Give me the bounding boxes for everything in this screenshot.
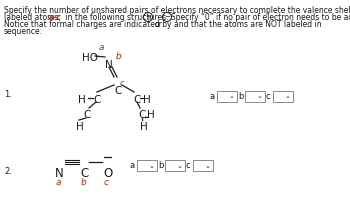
Text: N: N — [105, 60, 113, 70]
Text: c: c — [120, 79, 124, 88]
Text: b: b — [238, 92, 243, 101]
Text: a: a — [130, 161, 135, 170]
Text: C: C — [133, 95, 140, 105]
Text: labeled atoms,: labeled atoms, — [4, 13, 63, 22]
Text: C: C — [114, 86, 121, 96]
Text: or: or — [155, 20, 163, 29]
Bar — [193, 160, 213, 171]
Text: b: b — [81, 178, 87, 187]
Text: +: + — [145, 14, 151, 20]
Bar — [245, 91, 265, 102]
Text: H: H — [140, 122, 148, 132]
Text: sequence.: sequence. — [4, 27, 43, 36]
Text: a: a — [210, 92, 215, 101]
Text: in the following structures. Specify “0” if no pair of electron needs to be adde: in the following structures. Specify “0”… — [63, 13, 350, 22]
Bar — [273, 91, 293, 102]
Bar — [217, 91, 237, 102]
Text: c: c — [104, 178, 109, 187]
Text: Notice that formal charges are indicated by: Notice that formal charges are indicated… — [4, 20, 172, 29]
Text: ⌄: ⌄ — [177, 162, 183, 168]
Text: H: H — [76, 122, 84, 132]
Text: c: c — [186, 161, 191, 170]
Text: N: N — [55, 167, 64, 180]
Text: C: C — [138, 110, 145, 120]
Text: and that the atoms are NOT labeled in: and that the atoms are NOT labeled in — [174, 20, 322, 29]
Text: a: a — [99, 43, 105, 52]
Text: H: H — [143, 95, 151, 105]
Bar — [137, 160, 157, 171]
Text: C: C — [80, 167, 88, 180]
Text: b: b — [158, 161, 163, 170]
Text: O: O — [103, 167, 112, 180]
Bar — [165, 160, 185, 171]
Text: −: − — [164, 14, 170, 20]
Text: ⌄: ⌄ — [205, 162, 211, 168]
Text: ⌄: ⌄ — [285, 94, 291, 99]
Text: C: C — [93, 95, 100, 105]
Text: a: a — [56, 178, 62, 187]
Text: ⌄: ⌄ — [149, 162, 155, 168]
Text: b: b — [116, 52, 122, 61]
Text: a-c: a-c — [49, 13, 62, 22]
Text: 1.: 1. — [4, 90, 12, 99]
Text: C: C — [83, 110, 90, 120]
Text: HO: HO — [82, 53, 98, 63]
Text: H: H — [78, 95, 86, 105]
Text: H: H — [147, 110, 155, 120]
Text: ⌄: ⌄ — [257, 94, 263, 99]
Text: Specify the number of unshared pairs of electrons necessary to complete the vale: Specify the number of unshared pairs of … — [4, 6, 350, 15]
Text: ⌄: ⌄ — [229, 94, 235, 99]
Text: c: c — [266, 92, 271, 101]
Text: 2.: 2. — [4, 167, 12, 176]
